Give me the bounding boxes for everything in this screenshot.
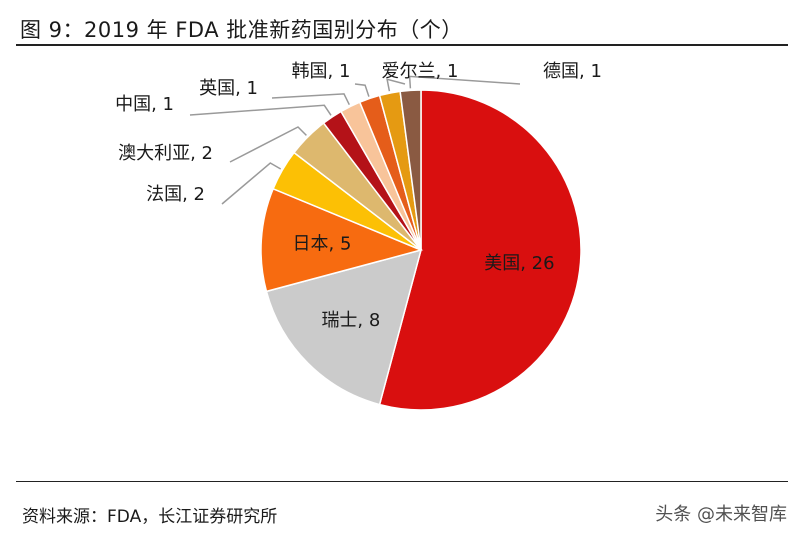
leader-line-6 [189,104,332,116]
leader-line-5 [229,126,307,163]
leader-line-7 [271,93,350,106]
source-note: 资料来源：FDA，长江证券研究所 [22,507,278,527]
slice-label-9: 爱尔兰, 1 [382,61,459,82]
slice-label-5: 澳大利亚, 2 [118,143,213,164]
footer-divider [16,481,788,482]
slice-label-3: 日本, 5 [293,234,352,255]
watermark-text: 头条 @未来智库 [655,504,787,525]
pie-slices [260,89,582,411]
slice-label-4: 法国, 2 [146,184,205,205]
title-divider [16,44,788,46]
leader-line-8 [354,83,370,97]
pie-slice-2 [265,248,423,406]
leader-lines [189,75,521,205]
slice-label-8: 韩国, 1 [292,61,351,82]
slice-label-6: 中国, 1 [115,94,174,115]
slice-label-10: 德国, 1 [543,61,602,82]
pie-slice-1 [378,89,582,411]
pie-slice-3 [260,187,424,293]
leader-line-10 [408,75,521,89]
slice-labels: 美国, 26 瑞士, 8 日本, 5 法国, 2 澳大利亚, 2 中国, 1 英国, 1 韩国… [115,61,602,331]
pie-slice-10 [399,89,422,251]
leader-line-9 [386,78,406,92]
slice-label-7: 英国, 1 [199,78,258,99]
leader-line-4 [221,162,282,205]
slice-label-1: 美国, 26 [484,253,554,274]
chart-title: 图 9：2019 年 FDA 批准新药国别分布（个） [20,18,463,42]
watermark: 头条 @未来智库 [655,500,787,526]
slice-label-2: 瑞士, 8 [321,310,380,331]
